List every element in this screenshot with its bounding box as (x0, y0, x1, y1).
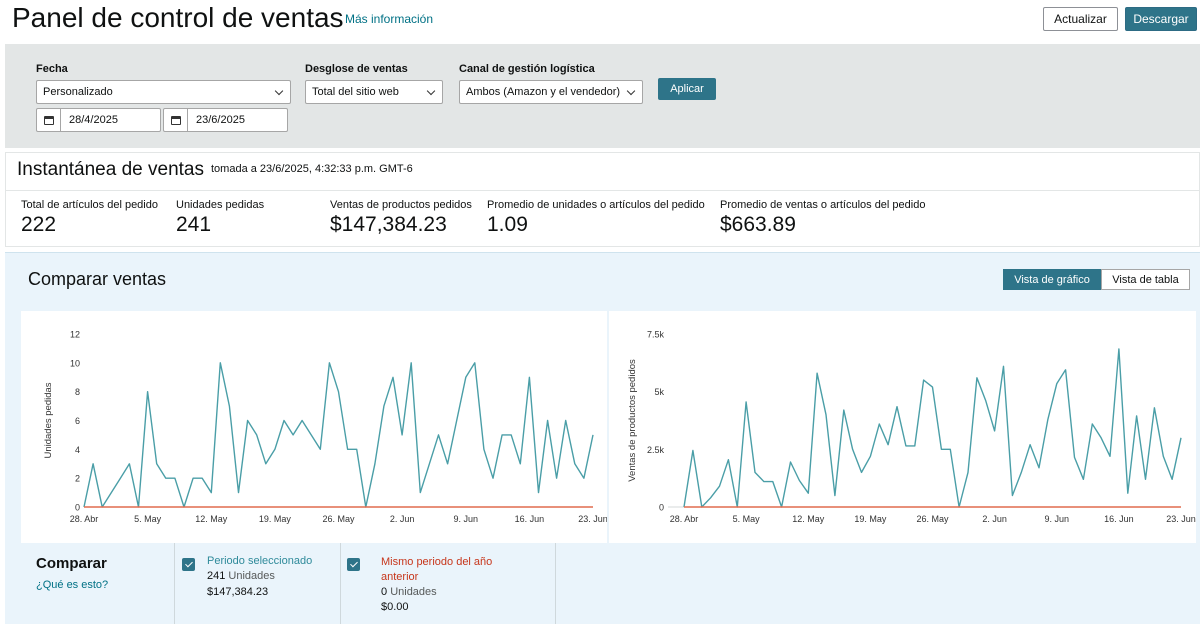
selected-period-checkbox[interactable] (182, 558, 195, 571)
legend-title: Comparar (36, 555, 107, 572)
x-tick-label: 19. May (259, 514, 292, 524)
breakdown-select[interactable]: Total del sitio web (305, 80, 443, 104)
page-title: Panel de control de ventas (12, 2, 344, 33)
date-label: Fecha (36, 63, 68, 75)
compare-title: Comparar ventas (28, 269, 167, 289)
metric-label: Unidades pedidas (176, 199, 265, 211)
sales-snapshot: Instantánea de ventas tomada a 23/6/2025… (5, 152, 1200, 247)
x-tick-label: 9. Jun (1044, 514, 1069, 524)
end-date-field[interactable]: 23/6/2025 (163, 108, 288, 132)
y-tick-label: 12 (70, 330, 80, 340)
previous-units-word: Unidades (390, 586, 437, 598)
selected-units-value: 241 (207, 570, 226, 582)
x-tick-label: 28. Abr (670, 514, 699, 524)
date-range-value: Personalizado (43, 86, 113, 98)
x-tick-label: 2. Jun (982, 514, 1007, 524)
units-chart-panel: 0 2 4 6 8 10 12 Unidades pedidas 28. Abr 5. May 12… (21, 311, 607, 543)
more-info-link[interactable]: Más información (345, 12, 434, 26)
x-tick-label: 5. May (733, 514, 761, 524)
x-tick-label: 23. Jun (578, 514, 607, 524)
selected-period-line (83, 362, 594, 508)
previous-period-name: Mismo periodo del año anterior (381, 556, 493, 583)
y-tick-label: 10 (70, 358, 80, 368)
compare-legend: Comparar ¿Qué es esto? Periodo seleccion… (5, 543, 1200, 624)
help-link[interactable]: ¿Qué es esto? (36, 579, 109, 591)
metric-value: 222 (21, 213, 57, 236)
metric-value: $147,384.23 (330, 213, 447, 236)
divider (6, 190, 1199, 191)
channel-select[interactable]: Ambos (Amazon y el vendedor) (459, 80, 643, 104)
channel-value: Ambos (Amazon y el vendedor) (466, 86, 621, 98)
previous-period-checkbox[interactable] (347, 558, 360, 571)
divider (555, 543, 556, 624)
start-date-field[interactable]: 28/4/2025 (36, 108, 161, 132)
x-tick-label: 5. May (134, 514, 162, 524)
x-tick-label: 23. Jun (1166, 514, 1196, 524)
metric-label: Promedio de ventas o artículos del pedid… (720, 199, 926, 211)
chevron-down-icon (626, 86, 636, 96)
x-tick-label: 12. May (195, 514, 228, 524)
selected-period-line (683, 348, 1182, 508)
breakdown-label: Desglose de ventas (305, 63, 408, 75)
y-tick-label: 8 (75, 387, 80, 397)
divider (174, 543, 175, 624)
x-tick-label: 2. Jun (390, 514, 415, 524)
start-date-value: 28/4/2025 (69, 114, 118, 126)
breakdown-value: Total del sitio web (312, 86, 399, 98)
x-tick-label: 19. May (854, 514, 887, 524)
apply-button[interactable]: Aplicar (658, 78, 716, 100)
x-tick-label: 26. May (916, 514, 949, 524)
x-tick-label: 16. Jun (1104, 514, 1134, 524)
chevron-down-icon (426, 86, 436, 96)
selected-sales: $147,384.23 (207, 586, 269, 598)
chart-view-toggle[interactable]: Vista de gráfico (1003, 269, 1101, 290)
sales-chart-panel: 0 2.5k 5k 7.5k Ventas de productos pedidos 28… (609, 311, 1196, 543)
selected-period-name: Periodo seleccionado (207, 555, 313, 567)
previous-units: 0 Unidades (381, 586, 437, 598)
filter-bar: Fecha Personalizado 28/4/2025 23/6/2025 … (5, 44, 1200, 148)
y-tick-label: 6 (75, 416, 80, 426)
channel-label: Canal de gestión logística (459, 63, 595, 75)
y-tick-label: 0 (75, 503, 80, 513)
snapshot-title: Instantánea de ventas (17, 159, 204, 180)
end-date-value: 23/6/2025 (196, 114, 245, 126)
x-tick-label: 16. Jun (515, 514, 545, 524)
refresh-button[interactable]: Actualizar (1043, 7, 1118, 31)
previous-units-value: 0 (381, 586, 388, 598)
calendar-icon[interactable] (37, 109, 61, 131)
compare-sales-section: Comparar ventas Vista de gráfico Vista d… (5, 252, 1200, 624)
y-tick-label: 2.5k (647, 445, 665, 455)
table-view-toggle[interactable]: Vista de tabla (1101, 269, 1190, 290)
metric-label: Ventas de productos pedidos (330, 199, 472, 211)
previous-sales: $0.00 (381, 601, 409, 613)
sales-chart: 0 2.5k 5k 7.5k Ventas de productos pedidos 28… (627, 330, 1196, 525)
selected-units-word: Unidades (228, 570, 275, 582)
y-axis-label: Unidades pedidas (43, 382, 54, 458)
y-tick-label: 4 (75, 445, 80, 455)
x-tick-label: 9. Jun (453, 514, 478, 524)
metric-value: 241 (176, 213, 212, 236)
metric-label: Total de artículos del pedido (21, 199, 158, 211)
y-axis-label: Ventas de productos pedidos (627, 359, 638, 482)
y-tick-label: 5k (654, 387, 664, 397)
calendar-icon[interactable] (164, 109, 188, 131)
y-tick-label: 0 (659, 503, 664, 513)
snapshot-timestamp: tomada a 23/6/2025, 4:32:33 p.m. GMT-6 (211, 163, 413, 175)
x-tick-label: 28. Abr (70, 514, 99, 524)
divider (340, 543, 341, 624)
metric-value: $663.89 (720, 213, 796, 236)
y-tick-label: 2 (75, 474, 80, 484)
download-button[interactable]: Descargar (1125, 7, 1197, 31)
y-tick-label: 7.5k (647, 330, 665, 340)
selected-units: 241 Unidades (207, 570, 275, 582)
date-range-select[interactable]: Personalizado (36, 80, 291, 104)
metric-value: 1.09 (487, 213, 528, 236)
x-tick-label: 12. May (792, 514, 825, 524)
x-tick-label: 26. May (322, 514, 355, 524)
metric-label: Promedio de unidades o artículos del ped… (487, 199, 705, 211)
units-chart: 0 2 4 6 8 10 12 Unidades pedidas 28. Abr 5. May 12… (43, 330, 607, 525)
chevron-down-icon (274, 86, 284, 96)
